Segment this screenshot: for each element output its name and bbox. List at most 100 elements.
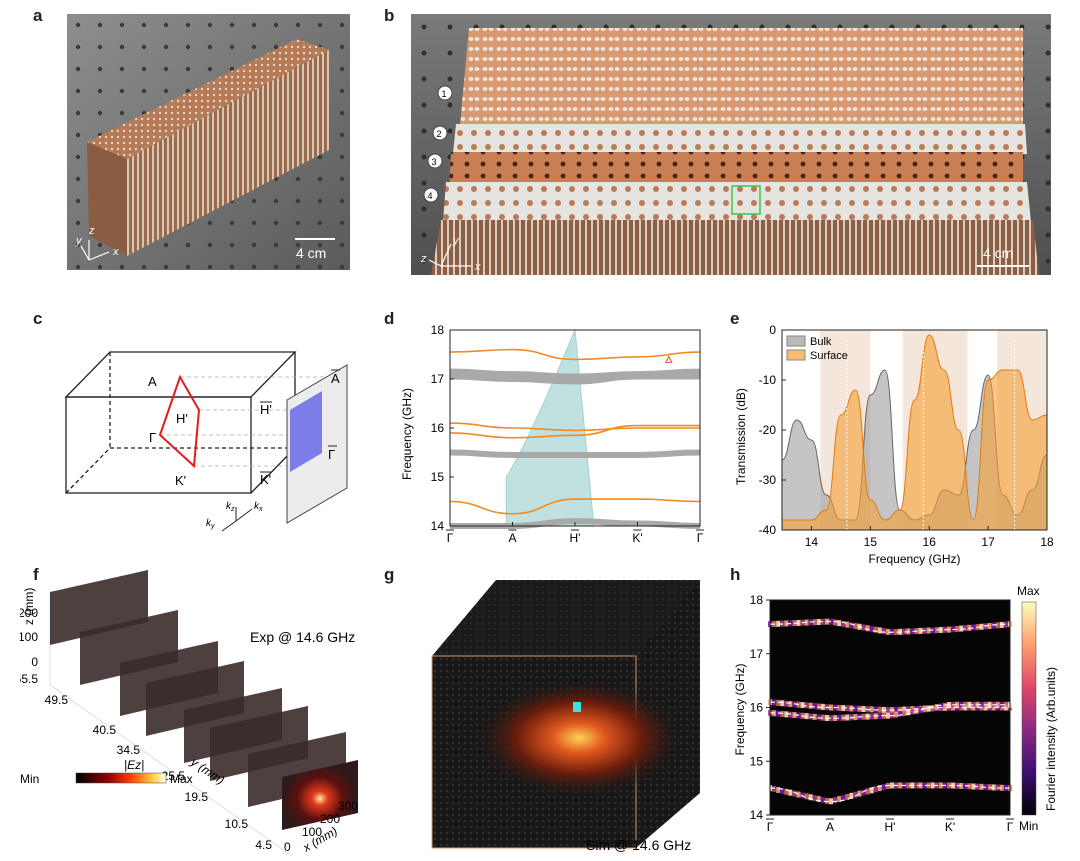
heat-cell xyxy=(829,704,834,711)
surface-bz xyxy=(290,391,322,472)
heat-cell xyxy=(845,793,850,800)
heat-cell xyxy=(926,705,931,712)
panel-label-h: h xyxy=(730,565,741,584)
heat-cell xyxy=(885,707,890,714)
heat-cell xyxy=(979,701,984,708)
axes-b xyxy=(428,243,471,267)
heat-cell xyxy=(808,794,813,801)
sample-front xyxy=(127,50,329,256)
heat-cell xyxy=(808,713,813,720)
xtick-label-d: Γ xyxy=(697,531,704,545)
xtick-label-h: K' xyxy=(945,820,955,834)
band-2 xyxy=(449,373,700,385)
legend-swatch-surface xyxy=(786,349,806,361)
heat-cell xyxy=(820,714,825,721)
axes-a xyxy=(80,240,110,261)
xlabel-e: Frequency (GHz) xyxy=(868,552,960,566)
heat-cell xyxy=(796,791,801,798)
transmission-chart: 0 -10 -20 -30 -40 14 15 16 17 18 Frequency (GHz) Tr… xyxy=(734,323,1054,566)
heat-cell xyxy=(812,795,817,802)
heat-cell xyxy=(829,715,834,722)
ky-label: ky xyxy=(206,518,215,530)
heat-cell xyxy=(816,714,821,721)
slice-4.5 xyxy=(282,760,358,830)
heat-cell xyxy=(890,782,895,789)
heat-cell xyxy=(772,786,777,793)
k-axes xyxy=(221,507,253,532)
band-7 xyxy=(449,424,700,439)
sim-top xyxy=(432,580,700,656)
ytick-label-h: 16 xyxy=(750,701,764,715)
heat-cell xyxy=(987,623,992,630)
heat-cell xyxy=(881,628,886,635)
legend-label-bulk: Bulk xyxy=(810,336,832,348)
simulation-field: Sim @ 14.6 GHz xyxy=(431,580,700,853)
y-tick-19.5: 19.5 xyxy=(185,790,209,804)
panel-label-e: e xyxy=(730,309,740,328)
heat-cell xyxy=(816,796,821,803)
heat-cell xyxy=(788,711,793,718)
ytick-label-d: 18 xyxy=(431,323,445,337)
ytick-label-e: -10 xyxy=(759,373,777,387)
heat-cell xyxy=(845,621,850,628)
area-surface xyxy=(782,335,1047,530)
colorbar-f xyxy=(75,772,167,784)
y-tick-49.5: 49.5 xyxy=(45,693,69,707)
heat-cell xyxy=(910,708,915,715)
heat-cell xyxy=(963,625,968,632)
field-slices xyxy=(50,570,358,830)
heat-cell xyxy=(991,622,996,629)
heat-cell xyxy=(938,782,943,789)
heat-cell xyxy=(784,788,789,795)
heat-cell xyxy=(780,787,785,794)
y-tick-10.5: 10.5 xyxy=(225,817,249,831)
heat-cell xyxy=(841,620,846,627)
layer-1 xyxy=(459,28,1023,136)
heat-cell xyxy=(853,623,858,630)
heat-cell xyxy=(918,627,923,634)
heat-cell xyxy=(788,789,793,796)
line-surface xyxy=(781,334,1048,521)
ytick-label-d: 15 xyxy=(431,470,445,484)
band-8 xyxy=(449,498,701,515)
point-Gamma: Γ xyxy=(149,430,156,445)
axis-z-a: z xyxy=(88,225,95,237)
axis-z-b: z xyxy=(420,253,427,265)
heat-cell xyxy=(780,700,785,707)
dashed-band-2 xyxy=(769,701,1010,711)
z-tick-100: 100 xyxy=(20,630,38,644)
y-tick-40.5: 40.5 xyxy=(93,723,117,737)
axis-x-b: x xyxy=(474,261,481,273)
heat-cell xyxy=(784,711,789,718)
xtick-label-d: K' xyxy=(632,531,642,545)
sample-top xyxy=(87,39,329,159)
heat-cell xyxy=(869,787,874,794)
layer-marker-4: 4 xyxy=(428,191,433,201)
z-tick-0: 0 xyxy=(31,655,38,669)
heat-cell xyxy=(906,782,911,789)
heat-cell xyxy=(788,700,793,707)
heat-cell xyxy=(902,706,907,713)
heat-cell xyxy=(873,626,878,633)
z-tick-200: 200 xyxy=(20,606,38,620)
heat-cell xyxy=(849,622,854,629)
ytick-label-h: 14 xyxy=(750,808,764,822)
colorbar-max-f: Max xyxy=(170,772,193,786)
kx-subscript: x xyxy=(258,506,263,513)
heat-cell xyxy=(955,782,960,789)
heat-cell xyxy=(837,714,842,721)
ytick-label-e: 0 xyxy=(769,323,776,337)
heat-cell xyxy=(987,701,992,708)
heat-cell xyxy=(873,786,878,793)
heat-cell xyxy=(837,704,842,711)
surface-point-Gamma: Γ xyxy=(328,447,335,462)
legend-label-surface: Surface xyxy=(810,350,848,362)
x-tick-200: 200 xyxy=(320,812,340,826)
layer-marker-2: 2 xyxy=(437,129,442,139)
heat-cell xyxy=(894,711,899,718)
x-tick-300: 300 xyxy=(338,799,358,813)
point-A: A xyxy=(148,374,157,389)
surface-point-H: H' xyxy=(260,402,272,417)
legend-swatch-bulk xyxy=(786,335,806,347)
heat-cell xyxy=(902,628,907,635)
